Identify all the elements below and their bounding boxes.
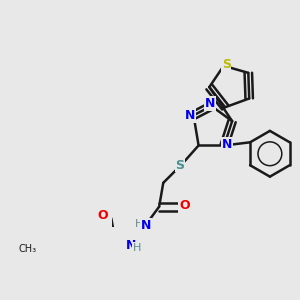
- Text: N: N: [221, 138, 232, 151]
- Text: H: H: [135, 219, 144, 230]
- Text: H: H: [133, 243, 142, 253]
- Text: N: N: [126, 238, 136, 252]
- Text: N: N: [205, 97, 215, 110]
- Text: S: S: [222, 58, 231, 71]
- Text: S: S: [176, 159, 184, 172]
- Text: O: O: [98, 208, 108, 221]
- Text: N: N: [140, 219, 151, 232]
- Text: CH₃: CH₃: [18, 244, 37, 254]
- Text: N: N: [184, 109, 195, 122]
- Text: O: O: [179, 199, 190, 212]
